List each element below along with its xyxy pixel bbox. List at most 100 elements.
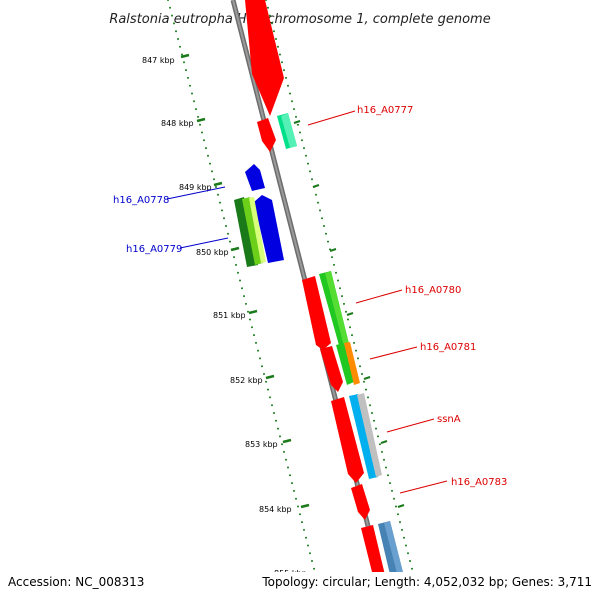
track-dot <box>271 404 273 407</box>
gene-h16-a0778[interactable] <box>245 164 265 191</box>
track-dot <box>351 334 353 337</box>
gene-red-a0781[interactable] <box>320 346 343 392</box>
track-dot <box>221 209 223 212</box>
track-dot <box>303 147 305 150</box>
gene-features <box>234 0 410 600</box>
track-dot <box>309 552 311 555</box>
track-dot <box>401 528 403 531</box>
track-dot <box>209 162 211 165</box>
track-dot <box>273 412 275 414</box>
track-dot <box>205 147 207 150</box>
track-dot <box>215 186 217 188</box>
track-dot <box>167 0 169 1</box>
track-dot <box>327 240 329 243</box>
track-dot <box>241 287 243 290</box>
label-h16-a0778[interactable]: h16_A0778 <box>113 195 169 206</box>
track-dot <box>267 6 269 9</box>
track-dot <box>213 178 215 181</box>
track-dot <box>195 108 197 111</box>
track-dot <box>313 567 315 570</box>
track-dot <box>397 513 399 516</box>
track-dot <box>289 92 291 95</box>
track-dot <box>279 435 281 438</box>
gene-h16-a0779-blue[interactable] <box>254 195 284 263</box>
track-dot <box>297 505 299 508</box>
track-dot <box>269 14 271 17</box>
track-dot <box>261 365 263 368</box>
label-h16-a0780[interactable]: h16_A0780 <box>405 285 461 296</box>
track-dot <box>281 443 283 446</box>
gene-h16-a0783[interactable] <box>351 484 370 520</box>
track-dot <box>311 560 313 562</box>
track-dot <box>207 154 209 157</box>
gene-ssna-gray <box>357 393 382 477</box>
track-dot <box>171 14 173 17</box>
track-dot <box>309 170 311 173</box>
gene-h16-a0781[interactable] <box>344 342 360 385</box>
track-dot <box>285 458 287 461</box>
track-dot <box>305 536 307 539</box>
track-dot <box>277 45 279 48</box>
label-h16-a0779[interactable]: h16_A0779 <box>126 244 182 255</box>
track-dot <box>305 154 307 157</box>
track-dot <box>251 326 253 329</box>
label-h16-a0781[interactable]: h16_A0781 <box>420 342 476 353</box>
track-dot <box>263 373 265 375</box>
track-dot <box>353 341 355 344</box>
track-dot <box>311 178 313 181</box>
scale-label-847: 847 kbp <box>142 56 175 65</box>
gene-a0777-red[interactable] <box>257 118 276 152</box>
track-dot <box>359 365 361 368</box>
track-dot <box>345 310 347 313</box>
track-dot <box>293 108 295 111</box>
track-dot <box>341 295 343 298</box>
scale-tracks <box>167 0 421 600</box>
footer-background <box>0 572 600 600</box>
gene-h16-a0779-light <box>249 197 266 263</box>
track-dot <box>299 131 301 134</box>
track-dot <box>223 217 225 220</box>
accession-text: Accession: NC_008313 <box>8 575 144 589</box>
track-dot <box>271 22 273 25</box>
track-dot <box>385 466 387 469</box>
track-dot <box>275 419 277 422</box>
gene-red-ssna[interactable] <box>331 397 364 483</box>
track-dot <box>295 497 297 500</box>
track-dot <box>301 521 303 524</box>
track-dot <box>295 115 297 118</box>
track-dot <box>293 489 295 492</box>
label-h16-a0783[interactable]: h16_A0783 <box>451 477 507 488</box>
track-dot <box>339 287 341 290</box>
track-dot <box>237 271 239 274</box>
scale-label-850: 850 kbp <box>196 248 229 257</box>
track-dot <box>321 217 323 220</box>
gene-red-a0780[interactable] <box>302 276 331 350</box>
topology-text: Topology: circular; Length: 4,052,032 bp… <box>261 575 592 589</box>
track-dot <box>273 30 275 33</box>
track-dot <box>323 225 325 227</box>
gene-h16-a0779-mid <box>242 197 263 265</box>
track-dot <box>375 427 377 430</box>
track-dot <box>301 139 303 142</box>
gene-h16-a0781-green[interactable] <box>336 343 354 385</box>
track-dot <box>307 544 309 547</box>
track-dot <box>349 326 351 329</box>
label-h16-a0777[interactable]: h16_A0777 <box>357 105 413 116</box>
track-dot <box>383 458 385 461</box>
gene-a0776[interactable] <box>245 0 284 116</box>
track-dot <box>291 100 293 103</box>
track-dot <box>243 295 245 298</box>
track-dot <box>387 474 389 477</box>
track-dot <box>201 131 203 134</box>
gene-ssna[interactable] <box>349 394 378 479</box>
track-dot <box>377 435 379 438</box>
label-ssna[interactable]: ssnA <box>437 414 461 425</box>
track-dot <box>409 560 411 562</box>
track-dot <box>303 528 305 531</box>
track-dot <box>187 76 189 79</box>
gene-h16-a0780-highlight <box>325 271 351 354</box>
track-dot <box>249 318 251 321</box>
track-dot <box>197 115 199 118</box>
track-dot <box>307 162 309 165</box>
